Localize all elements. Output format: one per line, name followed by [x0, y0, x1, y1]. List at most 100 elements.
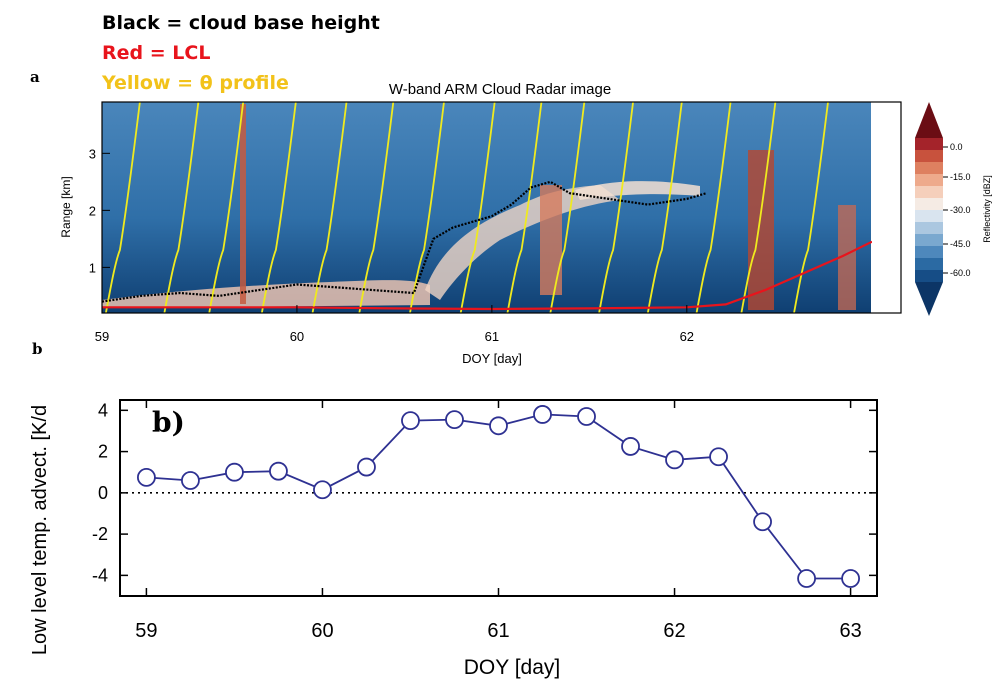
- cloud-base-height-line: [102, 180, 707, 303]
- radar-x-tick-label: 60: [290, 329, 304, 344]
- advection-data-point: [577, 407, 596, 426]
- radar-title: W-band ARM Cloud Radar image: [389, 81, 611, 98]
- advection-data-point: [665, 450, 684, 470]
- radar-y-ticks: 1 2 3: [89, 146, 110, 275]
- radar-x-tick-label: 61: [485, 329, 499, 344]
- radar-echo-mid-cloud: [575, 181, 700, 200]
- advection-x-tick-label: 61: [487, 620, 509, 642]
- advection-data-point: [313, 480, 332, 500]
- radar-y-tick-label: 3: [89, 146, 96, 161]
- advection-data-point: [621, 437, 640, 456]
- radar-panel: W-band ARM Cloud Radar image 59 60 61 62 1 2…: [59, 81, 992, 366]
- theta-profiles: [105, 102, 829, 313]
- legend-red-lcl: Red = LCL: [102, 42, 211, 64]
- radar-x-ticks: 59 60 61 62: [95, 305, 694, 344]
- panel-a-letter: a: [30, 68, 40, 86]
- colorbar-ticks: 0.0 -15.0 -30.0 -45.0 -60.0: [943, 142, 971, 278]
- advection-x-tick-label: 62: [663, 620, 685, 642]
- advection-series-line: [146, 413, 851, 580]
- theta-profile-curve: [208, 102, 245, 313]
- theta-profile-curve: [646, 102, 683, 313]
- theta-profile-curve: [459, 102, 496, 313]
- advection-y-tick-label: -4: [92, 565, 108, 585]
- advection-x-tick-label: 63: [839, 620, 861, 642]
- colorbar-band-11: [915, 258, 943, 270]
- colorbar-band-8: [915, 222, 943, 234]
- theta-profile-curve: [695, 102, 732, 313]
- theta-profile-curve: [740, 102, 777, 313]
- theta-profile-curve: [105, 102, 141, 313]
- legend-yellow-theta: Yellow = θ profile: [102, 72, 289, 94]
- theta-profile-curve: [358, 102, 395, 313]
- radar-echo-tower-2: [540, 185, 562, 295]
- radar-x-axis-label: DOY [day]: [462, 351, 522, 366]
- colorbar-band-1: [915, 138, 943, 150]
- theta-profile-curve: [598, 102, 634, 313]
- advection-y-axis-label: Low level temp. advect. [K/d: [29, 405, 51, 655]
- theta-profile-curve: [549, 102, 586, 313]
- theta-profile-curve: [506, 102, 543, 313]
- advection-x-ticks: 59 60 61 62 63: [135, 400, 862, 642]
- colorbar-band-7: [915, 210, 943, 222]
- panel-b-letter: b: [32, 340, 43, 358]
- radar-y-axis-label: Range [km]: [59, 176, 73, 237]
- advection-series-markers: [137, 405, 860, 588]
- advection-x-axis-label: DOY [day]: [464, 656, 561, 679]
- colorbar-band-3: [915, 162, 943, 174]
- colorbar-tick-label: -30.0: [950, 205, 971, 215]
- radar-x-tick-label: 59: [95, 329, 109, 344]
- colorbar-label: Reflectivity [dBZ]: [982, 175, 992, 243]
- advection-data-point: [797, 569, 816, 588]
- reflectivity-colorbar: 0.0 -15.0 -30.0 -45.0 -60.0 Reflectivity [dB…: [915, 102, 992, 316]
- theta-profile-curve: [793, 102, 829, 313]
- advection-x-tick-label: 60: [311, 620, 333, 642]
- radar-echo-tower-4: [838, 205, 856, 310]
- lcl-line: [102, 240, 872, 311]
- theta-profile-curve: [163, 102, 200, 313]
- advection-y-tick-label: 0: [98, 483, 108, 503]
- colorbar-band-9: [915, 234, 943, 246]
- advection-data-point: [225, 462, 244, 482]
- radar-x-tick-label: 62: [680, 329, 694, 344]
- advection-y-tick-label: -2: [92, 524, 108, 544]
- radar-overlays: [102, 180, 872, 311]
- advection-data-point: [445, 410, 464, 430]
- advection-x-tick-label: 59: [135, 620, 157, 642]
- radar-echo-tower-3: [748, 150, 774, 310]
- advection-data-point: [753, 512, 772, 532]
- advection-data-point: [489, 416, 508, 436]
- advection-y-ticks: -4 -2 0 2 4: [92, 400, 877, 585]
- colorbar-tick-label: -60.0: [950, 268, 971, 278]
- radar-frame: [101, 101, 902, 314]
- radar-y-tick-label: 2: [89, 203, 96, 218]
- advection-data-point: [841, 569, 860, 588]
- colorbar-band-12: [915, 270, 943, 282]
- advection-data-point: [709, 447, 728, 467]
- legend-black-cloud-base: Black = cloud base height: [102, 12, 380, 34]
- theta-profile-curve: [409, 102, 445, 313]
- advection-data-point: [533, 405, 552, 424]
- radar-missing-data: [871, 102, 901, 313]
- colorbar-band-4: [915, 174, 943, 186]
- radar-y-tick-label: 1: [89, 260, 96, 275]
- radar-echo-tower-1: [240, 104, 246, 304]
- colorbar-band-6: [915, 198, 943, 210]
- advection-data-point: [181, 471, 200, 490]
- advection-y-tick-label: 2: [98, 442, 108, 462]
- colorbar-tick-label: -15.0: [950, 172, 971, 182]
- colorbar-top-arrow: [915, 102, 943, 138]
- colorbar-bottom-arrow: [915, 282, 943, 316]
- theta-profile-curve: [260, 102, 297, 313]
- advection-data-point: [137, 467, 156, 487]
- colorbar-tick-label: 0.0: [950, 142, 963, 152]
- advection-data-point: [401, 411, 420, 431]
- advection-panel-label: b): [152, 406, 185, 439]
- colorbar-tick-label: -45.0: [950, 239, 971, 249]
- advection-panel: 59 60 61 62 63 -4 -2 0 2 4 b) DOY [day] Low leve…: [29, 399, 878, 679]
- advection-y-tick-label: 4: [98, 400, 108, 420]
- advection-data-point: [269, 461, 288, 481]
- advection-data-point: [357, 457, 376, 477]
- colorbar-band-10: [915, 246, 943, 258]
- colorbar-band-5: [915, 186, 943, 198]
- colorbar-band-2: [915, 150, 943, 162]
